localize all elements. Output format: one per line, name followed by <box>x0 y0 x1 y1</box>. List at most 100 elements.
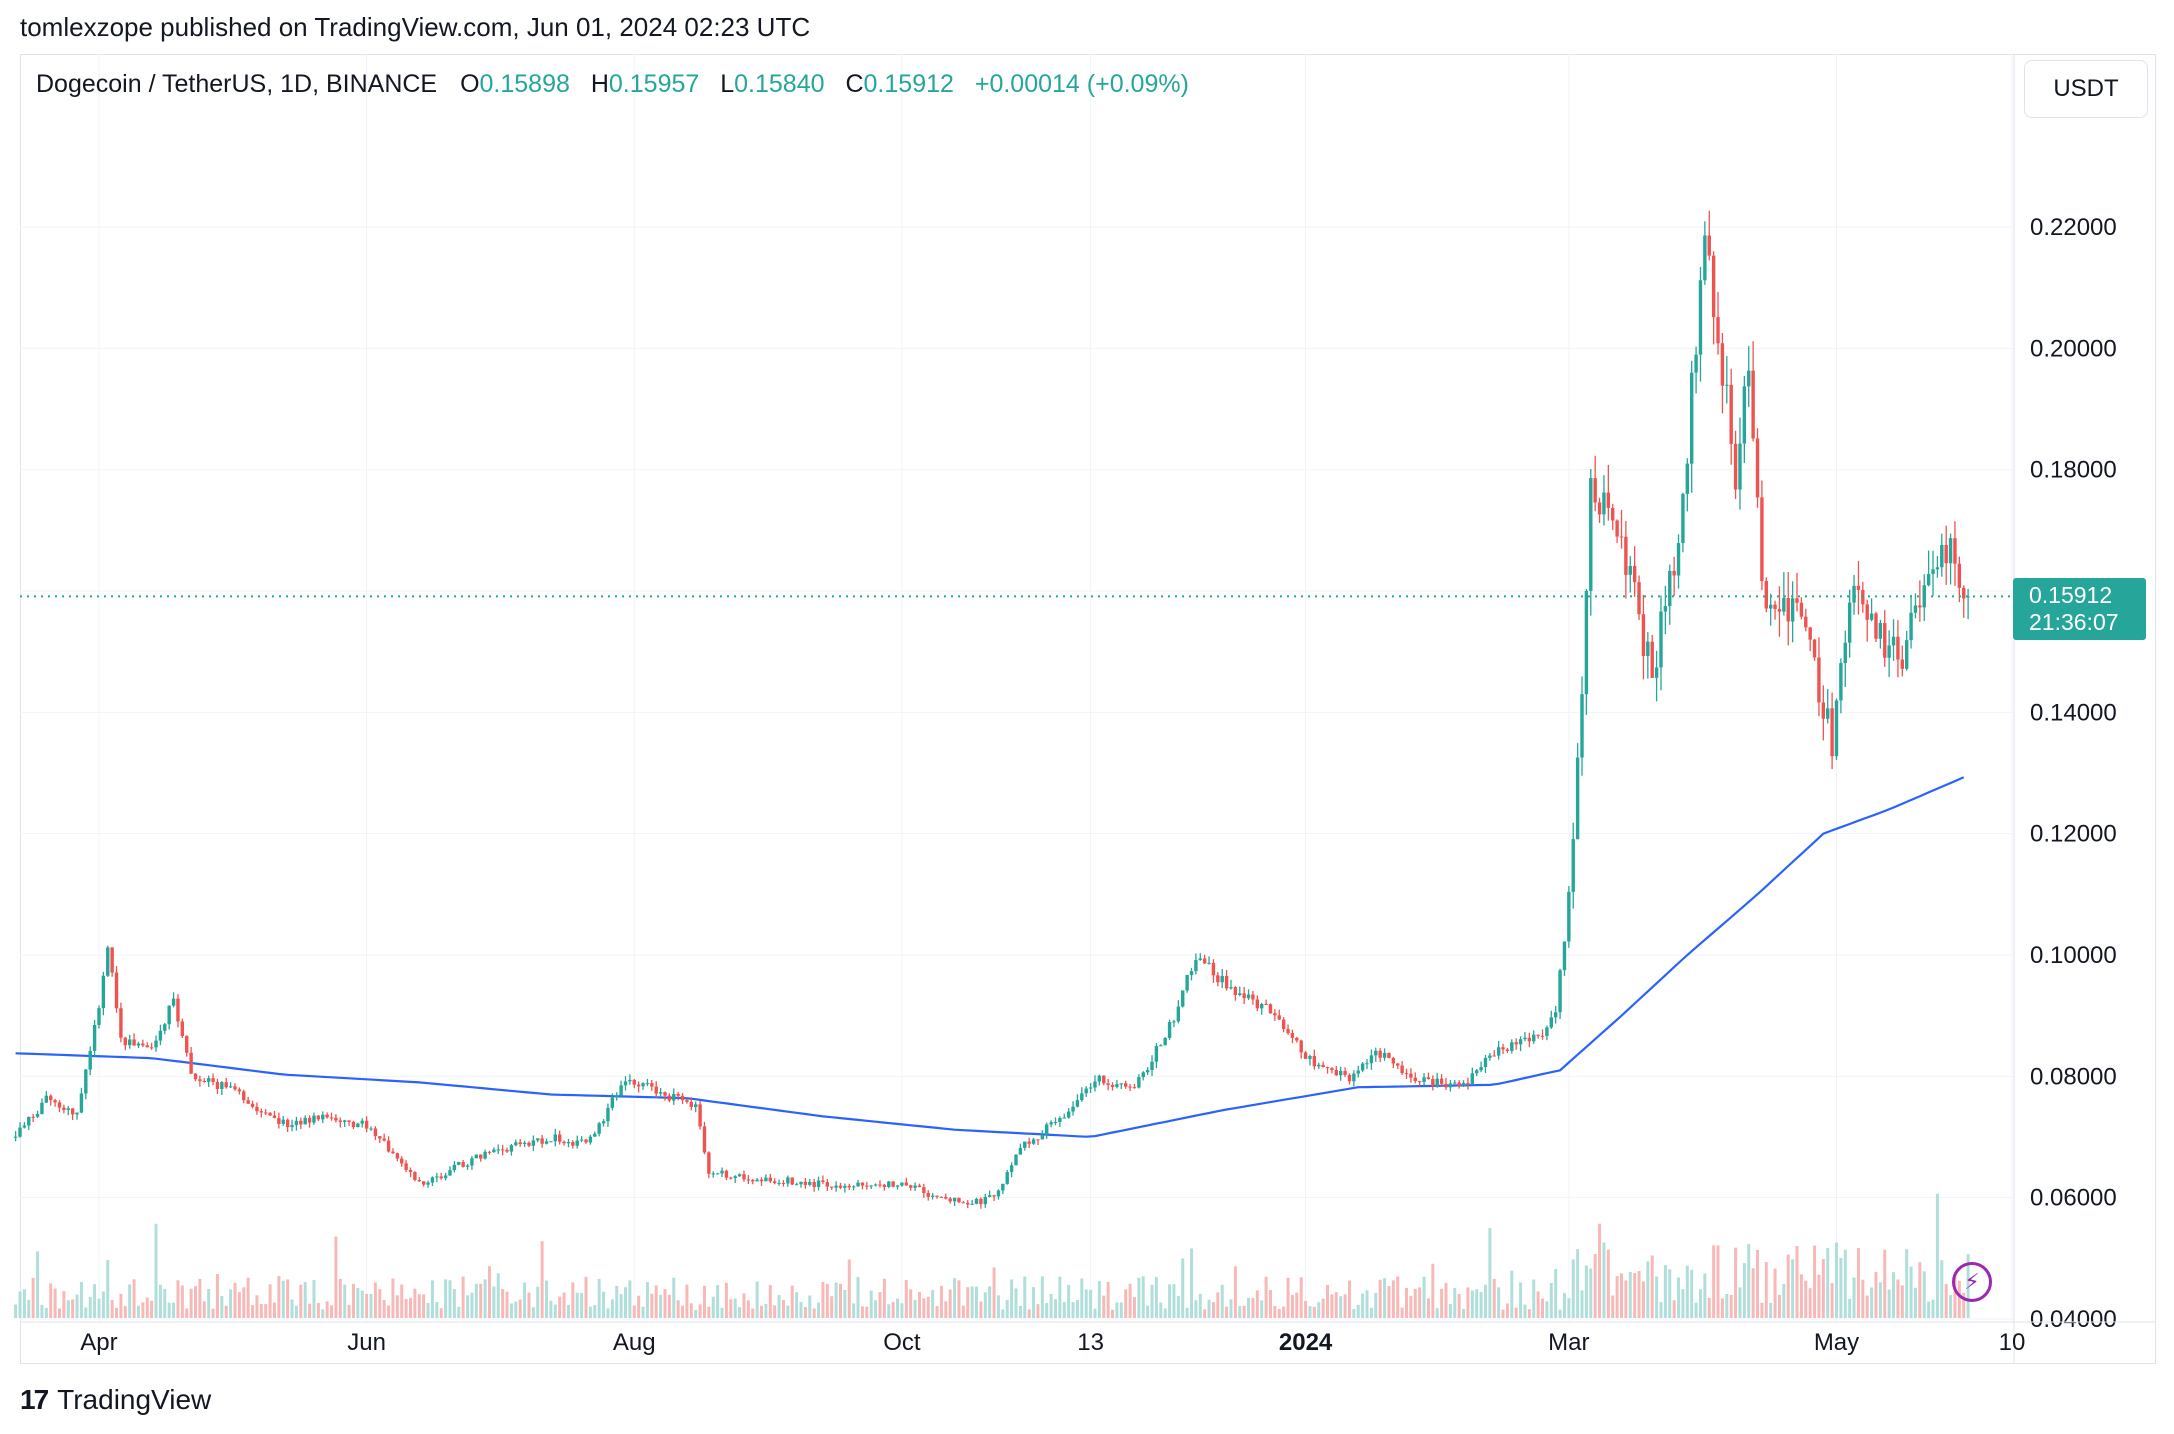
candle-body <box>887 1181 891 1187</box>
volume-bar <box>1716 1245 1720 1318</box>
volume-bar <box>1808 1288 1812 1318</box>
candle-body <box>1233 987 1238 996</box>
candle-body <box>522 1142 527 1145</box>
time-axis: Apr Jun Aug Oct 13 2024 Mar May 10 <box>20 1321 2156 1356</box>
volume-bar <box>474 1283 478 1318</box>
volume-bar <box>1826 1248 1830 1318</box>
candle-body <box>1251 994 1255 1000</box>
candle-body <box>711 1173 715 1175</box>
volume-bar <box>71 1299 75 1318</box>
volume-bar <box>505 1291 509 1318</box>
candle-body <box>62 1107 66 1111</box>
volume-bar <box>395 1295 399 1318</box>
volume-bar <box>1813 1245 1817 1318</box>
volume-bar <box>553 1304 557 1318</box>
volume-bar <box>1018 1305 1022 1318</box>
candle-body <box>369 1128 373 1130</box>
volume-bar <box>1317 1302 1321 1318</box>
symbol-legend: Dogecoin / TetherUS, 1D, BINANCE O0.1589… <box>36 70 1203 99</box>
volume-bar <box>255 1295 259 1318</box>
volume-bar <box>167 1302 171 1318</box>
volume-bar <box>1650 1255 1654 1318</box>
volume-bar <box>900 1303 904 1318</box>
volume-bar <box>1830 1283 1834 1318</box>
volume-bar <box>1132 1297 1136 1318</box>
volume-bar <box>312 1280 316 1318</box>
volume-bar <box>790 1285 794 1318</box>
candle-body <box>114 972 119 1009</box>
volume-bar <box>106 1260 110 1318</box>
volume-bar <box>1584 1265 1588 1318</box>
close-label: C <box>845 70 864 98</box>
candle-body <box>1957 563 1962 588</box>
currency-button[interactable]: USDT <box>2024 60 2148 118</box>
y-tick-label: 0.14000 <box>2030 699 2117 726</box>
candle-body <box>628 1079 632 1082</box>
volume-bar <box>1646 1261 1650 1318</box>
candle-body <box>891 1181 895 1187</box>
volume-bar <box>1466 1287 1470 1318</box>
volume-bar <box>251 1304 255 1318</box>
volume-bar <box>1738 1287 1742 1318</box>
candle-body <box>299 1120 303 1125</box>
candle-body <box>1229 987 1233 989</box>
volume-bar <box>1036 1304 1040 1318</box>
volume-bar <box>242 1287 246 1318</box>
candle-body <box>1238 993 1242 996</box>
candle-body <box>1031 1139 1036 1144</box>
volume-bar <box>1909 1266 1913 1318</box>
candle-body <box>1453 1082 1457 1084</box>
candle-body <box>1075 1100 1080 1107</box>
volume-bar <box>1233 1266 1237 1318</box>
candle-body <box>391 1151 395 1154</box>
candle-body <box>1198 958 1202 960</box>
candle-body <box>1378 1050 1382 1058</box>
candle-body <box>101 975 106 1009</box>
candle-body <box>1567 891 1571 942</box>
volume-bar <box>176 1280 180 1318</box>
volume-bar <box>1400 1307 1404 1318</box>
candle-body <box>316 1115 321 1120</box>
lightning-icon[interactable]: ⚡ <box>1952 1262 1992 1302</box>
volume-bar <box>707 1306 711 1318</box>
candle-body <box>31 1116 35 1118</box>
volume-bar <box>1378 1279 1382 1318</box>
volume-bar <box>1707 1297 1711 1318</box>
candle-body <box>75 1112 79 1115</box>
volume-bar <box>259 1303 263 1318</box>
volume-bar <box>75 1294 79 1318</box>
volume-bar <box>316 1302 320 1318</box>
volume-bar <box>878 1292 882 1318</box>
candle-body <box>794 1184 799 1186</box>
candle-body <box>904 1182 909 1186</box>
volume-bar <box>1663 1264 1667 1318</box>
ma-line <box>15 776 1965 1138</box>
brand-name: TradingView <box>57 1384 212 1415</box>
volume-bar <box>1462 1308 1466 1318</box>
volume-bar <box>1874 1272 1878 1318</box>
candle-body <box>1387 1052 1391 1059</box>
volume-bar <box>1558 1309 1562 1318</box>
candle-body <box>908 1185 913 1188</box>
volume-bar <box>470 1292 474 1318</box>
volume-bar <box>1159 1302 1163 1318</box>
candle-body <box>1352 1073 1356 1082</box>
candle-body <box>1619 536 1624 538</box>
volume-bar <box>1426 1298 1430 1318</box>
volume-bar <box>1672 1300 1676 1318</box>
candle-body <box>619 1085 623 1096</box>
volume-bar <box>935 1306 939 1318</box>
volume-bar <box>1865 1295 1869 1318</box>
symbol-title[interactable]: Dogecoin / TetherUS, 1D, BINANCE <box>36 70 438 98</box>
moving-average <box>15 776 1965 1138</box>
volume-bar <box>957 1280 961 1318</box>
candle-body <box>1558 970 1562 1013</box>
volume-bar <box>751 1308 755 1318</box>
volume-bar <box>628 1280 632 1318</box>
candle-body <box>277 1117 281 1124</box>
x-tick-label: 10 <box>1999 1329 2026 1356</box>
volume-bar <box>558 1296 562 1318</box>
candle-body <box>676 1094 680 1096</box>
candle-body <box>1360 1063 1365 1071</box>
